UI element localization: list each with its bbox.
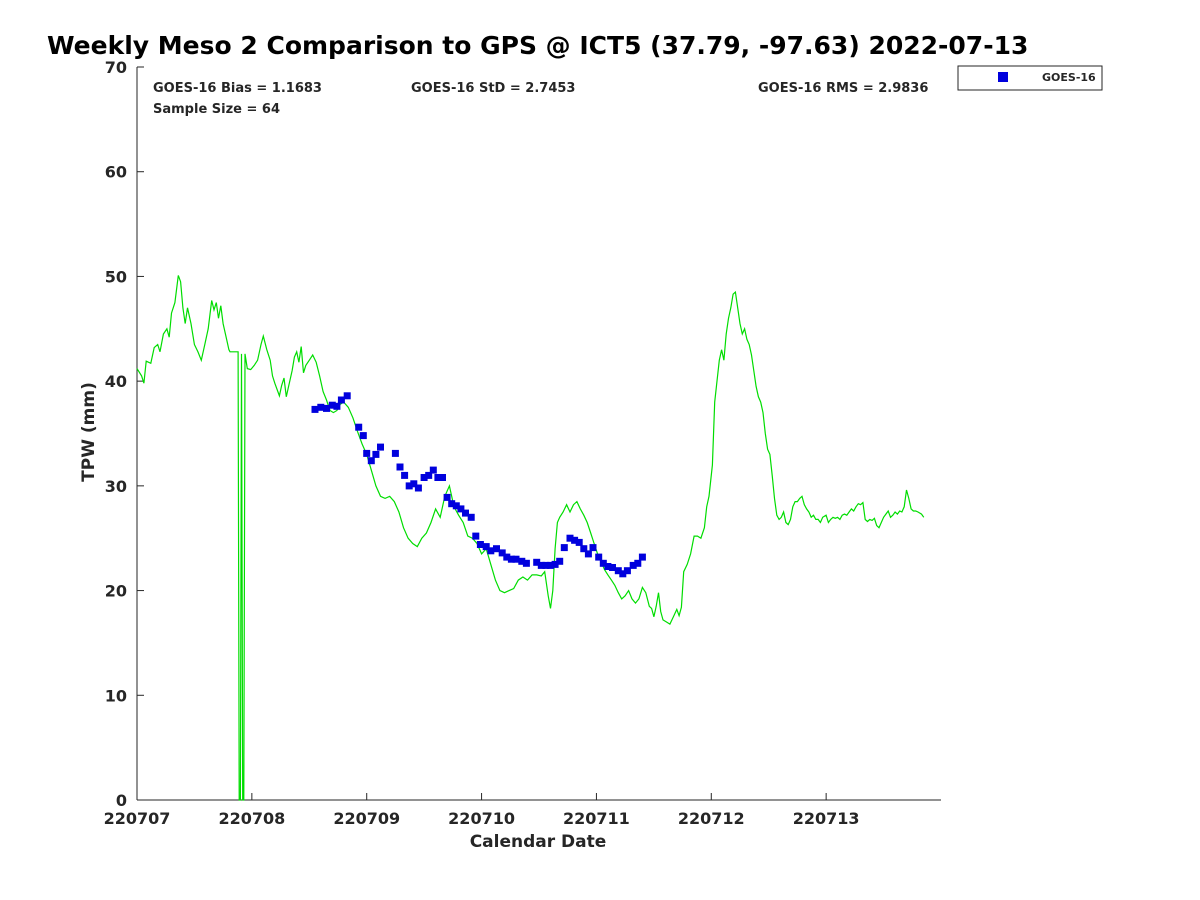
- goes16-point: [472, 532, 480, 540]
- goes16-point: [443, 493, 451, 501]
- goes16-point: [589, 544, 597, 552]
- goes16-point: [333, 402, 341, 410]
- goes16-point: [420, 474, 428, 481]
- y-tick-label: 60: [105, 163, 127, 182]
- goes16-point: [580, 545, 588, 553]
- goes16-point: [556, 557, 564, 565]
- y-tick-label: 30: [105, 477, 127, 496]
- goes16-point: [512, 555, 520, 563]
- goes16-point: [317, 403, 325, 411]
- goes16-point: [599, 559, 607, 567]
- goes16-point: [372, 450, 380, 458]
- goes16-point: [604, 563, 612, 570]
- goes16-point: [623, 567, 631, 575]
- goes16-point: [343, 392, 351, 400]
- goes16-point: [522, 559, 530, 567]
- y-tick-label: 40: [105, 372, 127, 391]
- goes16-point: [323, 404, 330, 412]
- stat-sample-size: Sample Size = 64: [153, 102, 280, 117]
- goes16-point: [571, 536, 579, 544]
- goes16-point: [439, 474, 446, 481]
- goes16-point: [609, 564, 616, 571]
- x-tick-label: 220712: [678, 809, 745, 828]
- goes16-point: [542, 561, 550, 569]
- goes16-point: [434, 474, 442, 481]
- legend-box: [957, 65, 1103, 91]
- goes16-point: [396, 463, 404, 471]
- x-tick-label: 220710: [448, 809, 515, 828]
- goes16-point: [377, 443, 384, 451]
- x-tick-label: 220708: [218, 809, 285, 828]
- x-tick-label: 220713: [793, 809, 860, 828]
- legend: GOES-16: [957, 65, 1103, 91]
- goes16-point: [363, 449, 371, 457]
- goes16-point: [467, 513, 475, 521]
- goes16-point: [547, 561, 554, 569]
- goes16-point: [391, 449, 399, 457]
- goes16-point: [457, 505, 465, 513]
- ticks: 0 10 20 30 40 50 60 70 220707 220708 220709 220710 2…: [104, 58, 860, 828]
- y-tick-label: 0: [116, 791, 127, 810]
- goes16-point: [614, 567, 622, 575]
- goes16-point: [619, 570, 627, 578]
- goes16-point: [584, 550, 592, 558]
- x-tick-label: 220707: [104, 809, 171, 828]
- goes16-point: [551, 560, 559, 568]
- goes16-point: [425, 471, 433, 479]
- goes16-point: [537, 561, 545, 569]
- goes16-point: [634, 559, 642, 567]
- goes16-point: [518, 557, 526, 565]
- goes16-point: [498, 549, 506, 557]
- y-tick-label: 50: [105, 267, 127, 286]
- goes16-point: [560, 544, 568, 552]
- legend-marker-goes16: [998, 72, 1008, 82]
- stat-bias: GOES-16 Bias = 1.1683: [153, 81, 322, 96]
- x-tick-label: 220711: [563, 809, 630, 828]
- goes16-point: [328, 401, 336, 409]
- series-layer: [136, 275, 925, 801]
- stats-panel: GOES-16 Bias = 1.1683 GOES-16 StD = 2.74…: [153, 81, 928, 117]
- goes16-point: [452, 502, 460, 510]
- legend-label-goes16: GOES-16: [1042, 71, 1096, 84]
- goes16-point: [638, 553, 646, 561]
- goes16-point: [414, 484, 422, 492]
- goes16-point: [487, 547, 495, 555]
- goes16-point: [311, 405, 319, 413]
- goes16-point: [405, 482, 413, 490]
- x-axis-label: Calendar Date: [470, 832, 607, 852]
- goes16-point: [355, 423, 363, 431]
- goes16-point: [629, 561, 637, 569]
- goes16-point: [410, 480, 418, 488]
- goes16-point: [337, 396, 345, 404]
- goes16-point: [575, 538, 583, 546]
- goes16-point: [482, 543, 490, 551]
- x-tick-label: 220709: [333, 809, 400, 828]
- goes16-point: [533, 558, 541, 566]
- goes16-point: [566, 534, 574, 542]
- goes16-point: [462, 509, 469, 517]
- goes16-point: [476, 541, 484, 548]
- chart-title: Weekly Meso 2 Comparison to GPS @ ICT5 (…: [47, 31, 1028, 60]
- goes16-point: [367, 457, 375, 465]
- goes16-point: [448, 500, 456, 508]
- goes16-point: [493, 545, 500, 553]
- goes16-point: [401, 471, 409, 479]
- y-tick-label: 70: [105, 58, 127, 77]
- goes16-point: [595, 553, 603, 561]
- y-tick-label: 10: [105, 686, 127, 705]
- gps-series-line: [136, 275, 925, 801]
- y-tick-label: 20: [105, 582, 127, 601]
- stat-rms: GOES-16 RMS = 2.9836: [758, 81, 928, 96]
- stat-std: GOES-16 StD = 2.7453: [411, 81, 575, 96]
- goes16-point: [503, 553, 511, 561]
- goes16-point: [429, 466, 437, 474]
- goes16-point: [507, 555, 515, 563]
- axes: [136, 67, 941, 801]
- plot-area: 0 10 20 30 40 50 60 70 220707 220708 220709 220710 2…: [104, 58, 941, 828]
- goes16-point: [359, 432, 367, 440]
- y-axis-label: TPW (mm): [79, 382, 99, 482]
